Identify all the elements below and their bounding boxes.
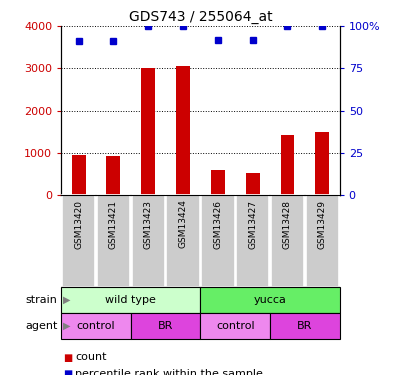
- Text: control: control: [77, 321, 115, 331]
- Bar: [270, 313, 340, 339]
- Bar: [200, 313, 270, 339]
- Text: GSM13429: GSM13429: [318, 200, 327, 249]
- Text: GSM13424: GSM13424: [179, 200, 188, 249]
- Text: control: control: [216, 321, 255, 331]
- Bar: [61, 287, 200, 313]
- Bar: [62, 195, 95, 287]
- Bar: [166, 195, 200, 287]
- Text: GSM13426: GSM13426: [213, 200, 222, 249]
- Bar: [271, 195, 304, 287]
- Bar: [107, 156, 120, 195]
- Bar: [236, 195, 269, 287]
- Text: strain: strain: [25, 295, 57, 305]
- Text: ▶: ▶: [63, 295, 71, 305]
- Text: agent: agent: [25, 321, 57, 331]
- Text: BR: BR: [297, 321, 312, 331]
- Bar: [141, 68, 155, 195]
- Bar: [211, 170, 225, 195]
- Bar: [132, 195, 165, 287]
- Bar: [61, 313, 131, 339]
- Bar: [176, 66, 190, 195]
- Text: yucca: yucca: [254, 295, 286, 305]
- Bar: [246, 173, 260, 195]
- Bar: [280, 135, 294, 195]
- Text: count: count: [75, 352, 107, 363]
- Text: ■: ■: [63, 369, 72, 375]
- Text: BR: BR: [158, 321, 173, 331]
- Bar: [201, 195, 235, 287]
- Title: GDS743 / 255064_at: GDS743 / 255064_at: [129, 10, 272, 24]
- Text: wild type: wild type: [105, 295, 156, 305]
- Text: percentile rank within the sample: percentile rank within the sample: [75, 369, 263, 375]
- Bar: [306, 195, 339, 287]
- Text: GSM13420: GSM13420: [74, 200, 83, 249]
- Text: ■: ■: [63, 352, 72, 363]
- Bar: [200, 287, 340, 313]
- Bar: [315, 132, 329, 195]
- Bar: [71, 155, 86, 195]
- Text: GSM13423: GSM13423: [144, 200, 153, 249]
- Text: GSM13421: GSM13421: [109, 200, 118, 249]
- Bar: [131, 313, 200, 339]
- Text: ▶: ▶: [63, 321, 71, 331]
- Bar: [97, 195, 130, 287]
- Text: GSM13428: GSM13428: [283, 200, 292, 249]
- Text: GSM13427: GSM13427: [248, 200, 257, 249]
